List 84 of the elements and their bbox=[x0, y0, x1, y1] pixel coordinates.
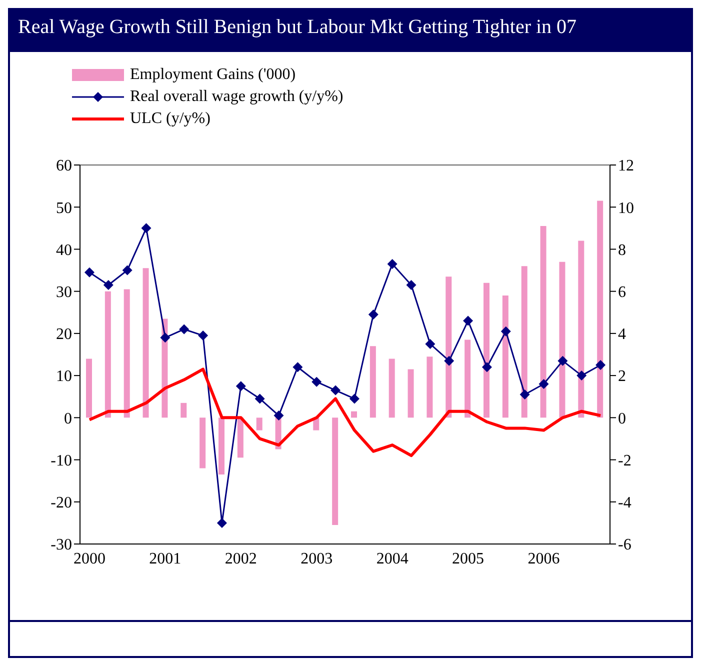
bar bbox=[597, 200, 604, 418]
point bbox=[216, 518, 227, 528]
y2-tick-label: -6 bbox=[618, 536, 632, 554]
bar bbox=[332, 418, 338, 526]
y-tick-label: 50 bbox=[56, 200, 72, 217]
y-tick-label: 40 bbox=[56, 242, 72, 259]
point bbox=[122, 265, 132, 276]
point bbox=[141, 223, 152, 234]
bar bbox=[218, 418, 224, 475]
y2-tick-label: 6 bbox=[618, 284, 626, 302]
bar bbox=[180, 402, 187, 418]
x-tick-label: 2006 bbox=[528, 550, 560, 568]
point bbox=[198, 330, 208, 341]
x-tick-label: 2004 bbox=[376, 550, 408, 568]
bar bbox=[351, 411, 357, 418]
x-tick-label: 2003 bbox=[300, 550, 333, 568]
point bbox=[500, 326, 511, 336]
bar bbox=[446, 276, 452, 418]
y2-tick-label: 10 bbox=[618, 200, 634, 217]
bar bbox=[559, 262, 566, 418]
point bbox=[349, 394, 360, 404]
bar bbox=[388, 358, 395, 418]
point bbox=[368, 309, 378, 320]
point bbox=[84, 267, 94, 278]
bar bbox=[521, 266, 528, 418]
point bbox=[312, 376, 322, 387]
point bbox=[520, 390, 530, 400]
bar bbox=[578, 240, 584, 418]
bar bbox=[237, 418, 244, 458]
point bbox=[179, 324, 190, 334]
bar bbox=[502, 296, 508, 418]
point bbox=[274, 410, 284, 421]
point bbox=[406, 280, 416, 290]
point bbox=[576, 370, 587, 381]
y-tick-label: -30 bbox=[50, 536, 72, 554]
y-tick-label: -20 bbox=[50, 494, 72, 512]
point bbox=[254, 394, 265, 404]
point bbox=[558, 356, 568, 366]
point bbox=[160, 332, 170, 343]
bar bbox=[200, 418, 206, 468]
legend-label: Employment Gains ('000) bbox=[130, 65, 296, 85]
y2-tick-label: 0 bbox=[618, 410, 626, 428]
x-tick-label: 2000 bbox=[73, 550, 106, 568]
point bbox=[482, 362, 492, 372]
bar bbox=[540, 226, 546, 418]
y-tick-label: 30 bbox=[56, 284, 72, 302]
y2-tick-label: 12 bbox=[618, 158, 634, 175]
y-tick-label: -10 bbox=[50, 452, 72, 470]
y2-tick-label: 8 bbox=[618, 242, 626, 259]
y-tick-label: 20 bbox=[56, 326, 72, 344]
legend-label: Real overall wage growth (y/y%) bbox=[130, 87, 344, 107]
point bbox=[463, 316, 474, 326]
point bbox=[387, 258, 398, 269]
bar bbox=[86, 358, 92, 418]
point bbox=[330, 385, 341, 396]
x-tick-label: 2002 bbox=[224, 550, 257, 568]
bar bbox=[464, 340, 471, 418]
bar bbox=[104, 291, 111, 418]
legend-label: ULC (y/y%) bbox=[130, 109, 210, 129]
bar bbox=[484, 282, 490, 418]
bar bbox=[426, 356, 433, 418]
y-tick-label: 0 bbox=[64, 410, 72, 428]
chart-title: Real Wage Growth Still Benign but Labour Mkt Getting Tighter in 07 bbox=[10, 10, 691, 52]
y2-tick-label: 2 bbox=[618, 368, 626, 386]
point bbox=[538, 378, 549, 389]
point bbox=[236, 381, 246, 392]
y-tick-label: 10 bbox=[56, 368, 72, 386]
x-tick-label: 2001 bbox=[149, 550, 182, 568]
point bbox=[103, 280, 114, 290]
point bbox=[425, 338, 436, 349]
bar bbox=[124, 289, 130, 418]
point bbox=[596, 360, 606, 370]
point bbox=[292, 362, 303, 372]
x-tick-label: 2005 bbox=[452, 550, 484, 568]
line-series bbox=[88, 368, 602, 458]
y2-tick-label: -4 bbox=[618, 494, 632, 512]
y-tick-label: 60 bbox=[56, 158, 72, 175]
bar bbox=[408, 369, 414, 418]
bar bbox=[370, 346, 376, 418]
point bbox=[444, 356, 454, 366]
y2-tick-label: 4 bbox=[618, 326, 626, 344]
y2-tick-label: -2 bbox=[618, 452, 632, 470]
bar bbox=[142, 268, 149, 418]
bar bbox=[256, 418, 262, 430]
